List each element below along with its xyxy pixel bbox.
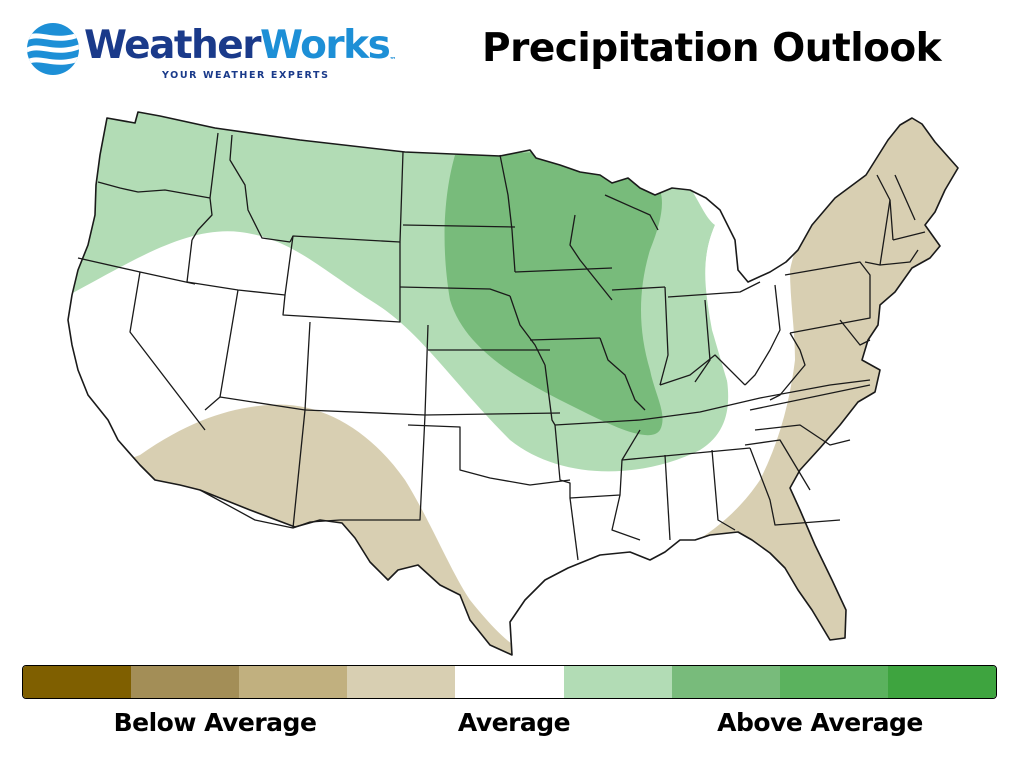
legend-color-scale bbox=[22, 665, 997, 699]
globe-waves-icon bbox=[27, 23, 79, 75]
legend-label-below-average: Below Average bbox=[113, 708, 317, 737]
legend-segment-7 bbox=[671, 666, 780, 698]
logo-word-weather: Weather bbox=[84, 23, 262, 68]
legend-segment-9 bbox=[887, 666, 996, 698]
trademark-symbol: ™ bbox=[389, 56, 397, 64]
us-precipitation-map bbox=[67, 111, 959, 656]
logo-word-works: Works bbox=[260, 23, 391, 68]
legend-segment-2 bbox=[131, 666, 240, 698]
legend-segment-8 bbox=[779, 666, 888, 698]
legend-segment-3 bbox=[239, 666, 348, 698]
page-title: Precipitation Outlook bbox=[482, 26, 942, 71]
legend-segment-1 bbox=[23, 666, 132, 698]
logo-wordmark: WeatherWorks™ bbox=[84, 18, 396, 74]
legend-segment-4 bbox=[347, 666, 456, 698]
legend-label-above-average: Above Average bbox=[717, 708, 923, 737]
legend-segment-5 bbox=[455, 666, 564, 698]
state-borders bbox=[67, 111, 959, 656]
legend-segment-6 bbox=[563, 666, 672, 698]
legend-label-average: Average bbox=[457, 708, 571, 737]
weatherworks-logo: WeatherWorks™ YOUR WEATHER EXPERTS bbox=[26, 18, 396, 84]
region-above-average-moderate bbox=[444, 150, 663, 436]
logo-tagline: YOUR WEATHER EXPERTS bbox=[162, 70, 330, 81]
